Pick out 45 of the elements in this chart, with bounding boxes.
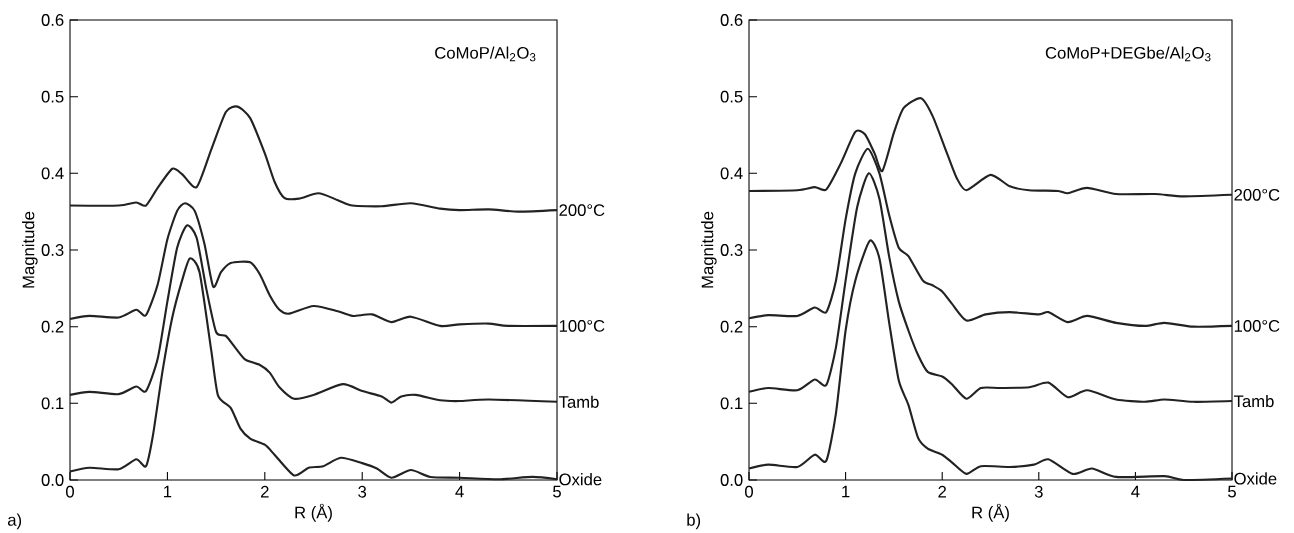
text: CoMoP/Al$_{2}$O$_{3}$ [435,46,536,62]
y-tick-label: 0.4 [41,167,64,180]
text: CoMoP+DEGbe/Al$_{2}$O$_{3}$ [1045,46,1211,62]
line-series [68,105,559,213]
line-series [68,202,559,328]
series-label: Tamb [558,395,599,408]
x-tick-label: 5 [553,485,561,498]
x-tick-label: 0 [66,485,74,498]
y-tick-label: 0.1 [41,397,64,410]
text: b) [687,513,701,530]
x-tick-label: 0 [745,485,753,498]
x-tick-label: 2 [261,485,269,498]
y-tick-label: 0.4 [720,167,743,180]
y-axis-title: Magnitude [701,211,717,288]
y-tick-label: 0.3 [720,244,743,256]
series-label: Oxide [559,473,602,486]
line-series [747,172,1234,403]
y-tick-label: 0.6 [41,14,64,26]
y-tick-label: 0.2 [41,320,64,333]
x-axis-title: R (Å) [295,503,332,522]
x-tick-label: 3 [358,485,367,498]
y-axis-title: Magnitude [22,211,38,288]
x-tick-label: 5 [1228,485,1236,498]
y-tick-label: 0.1 [720,397,743,410]
y-tick-label: 0.5 [41,90,64,103]
y-tick-label: 0.5 [720,90,743,103]
series-label: 100°C [559,320,605,332]
text: a) [7,513,22,530]
series-label: Oxide [1234,472,1277,485]
y-tick-label: 0.6 [720,14,743,26]
y-tick-label: 0.2 [720,320,743,333]
x-tick-label: 2 [938,485,946,498]
series-label: 100°C [1234,320,1280,332]
y-tick-label: 0.0 [41,474,64,486]
x-tick-label: 1 [842,485,850,498]
x-tick-label: 4 [1131,485,1140,498]
x-axis-title: R (Å) [972,503,1009,522]
series-label: 200°C [1234,188,1280,201]
series-label: Tamb [1233,394,1274,408]
series-label: 200°C [559,204,605,217]
x-tick-label: 3 [1034,485,1043,498]
x-tick-label: 1 [164,485,172,498]
y-tick-label: 0.3 [41,244,64,256]
x-tick-label: 4 [455,485,464,498]
y-tick-label: 0.0 [720,474,743,486]
